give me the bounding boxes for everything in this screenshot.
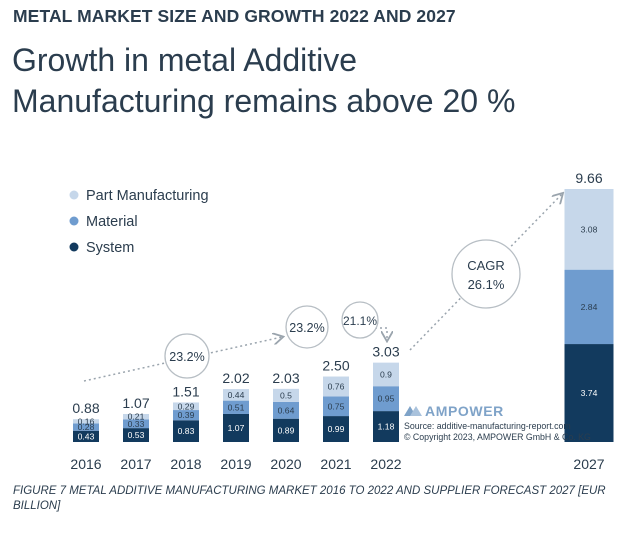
bar-segment-material [173, 410, 199, 421]
bar-segment-part-manufacturing [173, 402, 199, 411]
x-tick-label: 2022 [370, 456, 401, 472]
cagr-circle-1 [164, 333, 210, 379]
brand-source: Source: additive-manufacturing-report.co… [404, 421, 571, 431]
bar-total-label: 1.07 [122, 395, 149, 411]
bar-segment-system [173, 420, 199, 442]
x-tick-label: 2018 [170, 456, 201, 472]
segment-value-label: 0.39 [178, 410, 195, 420]
bar-segment-material [273, 401, 299, 419]
segment-value-label: 0.89 [278, 425, 295, 435]
bar-total-label: 2.50 [322, 358, 349, 374]
bar-segment-part-manufacturing [564, 189, 614, 270]
bars-layer: 0.430.280.160.8820160.530.330.211.072017… [70, 170, 614, 472]
segment-value-label: 0.33 [128, 419, 145, 429]
cagr-circle-2 [285, 305, 329, 349]
x-tick-label: 2016 [70, 456, 101, 472]
bar-segment-material [123, 419, 149, 429]
legend-swatch-material [69, 216, 79, 226]
segment-value-label: 0.75 [328, 401, 345, 411]
cagr-circle-3 [341, 301, 379, 339]
trend-line-forecast [409, 194, 562, 351]
cagr-annotations: 23.2% 23.2% 21.1% CAGR 26.1% [83, 194, 562, 382]
bar-total-label: 2.02 [222, 370, 249, 386]
x-tick-label: 2017 [120, 456, 151, 472]
bar-segment-system [73, 430, 99, 442]
bar-total-label: 2.03 [272, 370, 299, 386]
chart-headline: Growth in metal Additive Manufacturing r… [12, 40, 515, 122]
headline-line-2: Manufacturing remains above 20 % [12, 83, 516, 119]
legend-label-material: Material [86, 214, 138, 230]
bar-segment-material [373, 386, 399, 412]
bar-segment-system [564, 344, 614, 442]
x-tick-label: 2027 [573, 456, 604, 472]
brand-block: AMPOWER Source: additive-manufacturing-r… [404, 403, 591, 442]
segment-value-label: 0.95 [378, 394, 395, 404]
bar-segment-system [123, 428, 149, 442]
bar-segment-system [223, 413, 249, 442]
bar-segment-material [223, 400, 249, 414]
segment-value-label: 0.51 [228, 402, 245, 412]
bar-segment-part-manufacturing [273, 388, 299, 402]
segment-value-label: 1.18 [378, 422, 395, 432]
bar-segment-part-manufacturing [223, 389, 249, 401]
segment-value-label: 0.43 [78, 431, 95, 441]
bar-segment-system [273, 418, 299, 442]
headline-line-1: Growth in metal Additive [12, 42, 358, 78]
chart-header-label: METAL MARKET SIZE AND GROWTH 2022 AND 20… [13, 6, 456, 26]
segment-value-label: 3.08 [581, 224, 598, 234]
cagr-circle-forecast [451, 239, 521, 309]
segment-value-label: 0.16 [78, 416, 95, 426]
bar-segment-part-manufacturing [123, 413, 149, 420]
cagr-label-forecast-line2: 26.1% [468, 277, 505, 292]
segment-value-label: 3.74 [581, 388, 598, 398]
legend-label-part-manufacturing: Part Manufacturing [86, 188, 209, 204]
bar-total-label: 1.51 [172, 383, 199, 399]
bar-total-label: 0.88 [72, 400, 99, 416]
x-tick-label: 2020 [270, 456, 301, 472]
legend-label-system: System [86, 240, 134, 256]
legend-swatch-part-manufacturing [69, 190, 79, 200]
bar-segment-material [323, 396, 349, 417]
segment-value-label: 0.83 [178, 426, 195, 436]
bar-total-label: 9.66 [575, 170, 602, 186]
segment-value-label: 1.07 [228, 423, 245, 433]
segment-value-label: 0.29 [178, 401, 195, 411]
ampower-logo-icon [404, 406, 422, 416]
trend-line-2021-2022 [360, 327, 387, 340]
bar-segment-material [564, 269, 614, 345]
bar-segment-material [73, 423, 99, 431]
bar-segment-part-manufacturing [73, 419, 99, 424]
segment-value-label: 0.21 [128, 412, 145, 422]
figure-caption: FIGURE 7 METAL ADDITIVE MANUFACTURING MA… [13, 485, 606, 512]
bar-segment-part-manufacturing [323, 376, 349, 397]
brand-copyright: © Copyright 2023, AMPOWER GmbH & Co. KG [404, 432, 591, 442]
x-tick-label: 2019 [220, 456, 251, 472]
cagr-label-1: 23.2% [169, 350, 204, 364]
segment-value-label: 0.53 [128, 430, 145, 440]
segment-value-label: 2.84 [581, 302, 598, 312]
x-tick-label: 2021 [320, 456, 351, 472]
segment-value-label: 0.5 [280, 390, 292, 400]
cagr-label-2: 23.2% [289, 321, 324, 335]
legend-swatch-system [69, 242, 79, 252]
segment-value-label: 0.44 [228, 390, 245, 400]
segment-value-label: 0.28 [78, 422, 95, 432]
brand-logo-text: AMPOWER [425, 403, 504, 419]
segment-value-label: 0.9 [380, 369, 392, 379]
bar-total-label: 3.03 [372, 344, 399, 360]
cagr-label-3: 21.1% [343, 314, 377, 328]
chart-legend: Part Manufacturing Material System [69, 188, 209, 256]
segment-value-label: 0.99 [328, 424, 345, 434]
bar-segment-part-manufacturing [373, 362, 399, 387]
segment-value-label: 0.76 [328, 381, 345, 391]
bar-segment-system [323, 416, 349, 442]
cagr-label-forecast-line1: CAGR [467, 258, 505, 273]
segment-value-label: 0.64 [278, 405, 295, 415]
bar-segment-system [373, 411, 399, 442]
